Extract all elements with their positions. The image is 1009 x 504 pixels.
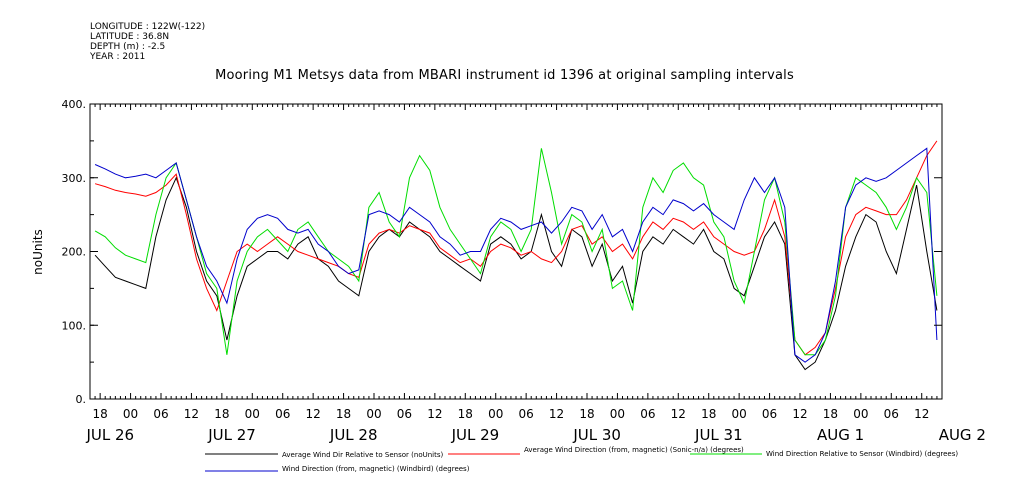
y-tick-label: 400. bbox=[62, 98, 87, 111]
legend: Average Wind Dir Relative to Sensor (noU… bbox=[205, 446, 958, 473]
x-tick-label: 06 bbox=[884, 407, 899, 421]
x-date-label: JUL 26 bbox=[85, 426, 134, 444]
x-tick-label: 00 bbox=[732, 407, 747, 421]
y-axis: 0. 100. 200. 300. 400. bbox=[62, 98, 942, 406]
metadata-block: LONGITUDE : 122W(-122) LATITUDE : 36.8N … bbox=[90, 22, 205, 62]
x-tick-label: 06 bbox=[762, 407, 777, 421]
legend-label: Wind Direction (from, magnetic) (Windbir… bbox=[282, 465, 470, 473]
x-tick-label: 12 bbox=[671, 407, 686, 421]
x-tick-label: 00 bbox=[610, 407, 625, 421]
series-line-4 bbox=[94, 147, 938, 363]
x-tick-label: 00 bbox=[245, 407, 260, 421]
x-tick-label: 18 bbox=[579, 407, 594, 421]
y-tick-label: 0. bbox=[76, 393, 87, 406]
x-tick-label: 18 bbox=[214, 407, 229, 421]
x-date-label: JUL 27 bbox=[207, 426, 256, 444]
x-tick-label: 18 bbox=[701, 407, 716, 421]
x-tick-label: 18 bbox=[458, 407, 473, 421]
x-tick-label: 06 bbox=[640, 407, 655, 421]
chart-title: Mooring M1 Metsys data from MBARI instru… bbox=[215, 68, 794, 83]
x-tick-label: 00 bbox=[488, 407, 503, 421]
y-tick-label: 200. bbox=[62, 246, 87, 259]
x-date-label: JUL 31 bbox=[694, 426, 743, 444]
y-tick-label: 300. bbox=[62, 172, 87, 185]
series-line-3 bbox=[94, 148, 938, 356]
x-tick-label: 06 bbox=[519, 407, 534, 421]
x-tick-label: 18 bbox=[336, 407, 351, 421]
x-tick-label: 00 bbox=[366, 407, 381, 421]
x-tick-label: 06 bbox=[397, 407, 412, 421]
y-axis-label: noUnits bbox=[31, 229, 45, 275]
x-tick-label: 12 bbox=[306, 407, 321, 421]
x-tick-label: 12 bbox=[427, 407, 442, 421]
series-layer bbox=[94, 140, 938, 371]
x-tick-label: 00 bbox=[123, 407, 138, 421]
legend-label: Average Wind Dir Relative to Sensor (noU… bbox=[282, 451, 443, 459]
x-date-label: JUL 29 bbox=[451, 426, 500, 444]
x-tick-label: 06 bbox=[153, 407, 168, 421]
legend-label: Average Wind Direction (from, magnetic) … bbox=[524, 446, 744, 454]
x-tick-label: 12 bbox=[914, 407, 929, 421]
x-date-label: AUG 2 bbox=[939, 426, 986, 444]
x-tick-label: 12 bbox=[549, 407, 564, 421]
x-tick-label: 18 bbox=[93, 407, 108, 421]
x-tick-label: 12 bbox=[792, 407, 807, 421]
x-tick-label: 18 bbox=[823, 407, 838, 421]
longitude-label: LONGITUDE : 122W(-122) bbox=[90, 22, 206, 32]
x-tick-label: 06 bbox=[275, 407, 290, 421]
year-label: YEAR : 2011 bbox=[90, 52, 146, 62]
series-line-2 bbox=[94, 140, 938, 356]
x-axis: 18 00 06 12 18 00 06 12 18 00 06 12 18 00 06 12 18 00 06 12… bbox=[85, 104, 986, 444]
latitude-label: LATITUDE : 36.8N bbox=[90, 32, 170, 42]
x-tick-label: 00 bbox=[853, 407, 868, 421]
x-date-label: AUG 1 bbox=[817, 426, 864, 444]
series-line-1 bbox=[94, 176, 938, 371]
y-tick-label: 100. bbox=[62, 319, 87, 332]
x-tick-label: 12 bbox=[184, 407, 199, 421]
x-date-label: JUL 28 bbox=[329, 426, 378, 444]
depth-label: DEPTH (m) : -2.5 bbox=[90, 42, 166, 52]
x-date-label: JUL 30 bbox=[572, 426, 621, 444]
legend-label: Wind Direction Relative to Sensor (Windb… bbox=[766, 450, 958, 458]
